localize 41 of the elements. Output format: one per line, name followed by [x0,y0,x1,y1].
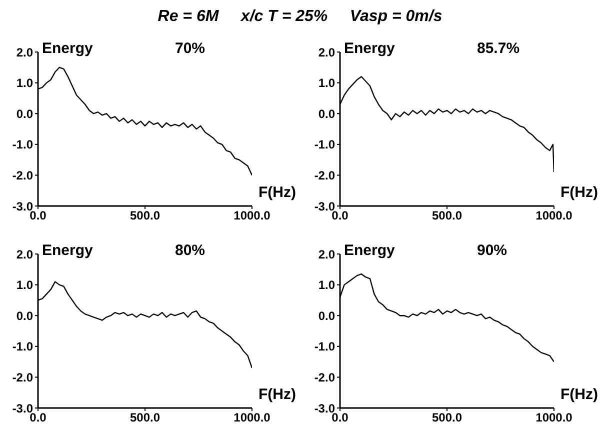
y-tick-label: 0.0 [318,308,336,323]
x-axis-title: F(Hz) [258,184,296,201]
y-axis-title: Energy [42,242,93,259]
y-tick-label: -2.0 [12,168,34,182]
x-axis-title: F(Hz) [258,386,296,403]
y-tick-label: 0.0 [16,106,34,121]
x-axis-title: F(Hz) [560,184,598,201]
x-tick-label: 1000.0 [234,410,271,425]
y-tick-label: 1.0 [318,76,336,90]
y-axis-title: Energy [344,40,395,57]
x-tick-label: 500.0 [130,410,160,425]
y-axis-title: Energy [42,40,93,57]
annotation: 90% [477,242,508,259]
x-tick-label: 500.0 [432,410,462,425]
y-tick-label: 1.0 [16,278,34,292]
y-tick-label: -1.0 [12,340,34,354]
y-tick-label: -1.0 [314,340,336,354]
y-tick-label: 0.0 [318,106,336,121]
y-tick-label: -2.0 [314,168,336,182]
annotation: 85.7% [477,40,520,57]
annotation: 70% [175,40,206,57]
x-axis-title: F(Hz) [560,386,598,403]
y-tick-label: 0.0 [16,308,34,323]
x-tick-label: 1000.0 [536,410,573,425]
y-tick-label: 2.0 [318,45,336,60]
y-tick-label: -1.0 [314,138,336,152]
y-tick-label: 1.0 [16,76,34,90]
x-tick-label: 1000.0 [234,208,271,223]
y-tick-label: -2.0 [12,370,34,384]
x-tick-label: 500.0 [432,208,462,223]
y-tick-label: 2.0 [16,45,34,60]
y-tick-label: -1.0 [12,138,34,152]
y-tick-label: 2.0 [318,247,336,262]
y-axis-title: Energy [344,242,395,259]
y-tick-label: -2.0 [314,370,336,384]
y-tick-label: 1.0 [318,278,336,292]
x-tick-label: 500.0 [130,208,160,223]
x-tick-label: 1000.0 [536,208,573,223]
y-tick-label: 2.0 [16,247,34,262]
text: Re = 6M x/c T = 25% Vasp = 0m/s [156,7,444,27]
annotation: 80% [175,242,206,259]
